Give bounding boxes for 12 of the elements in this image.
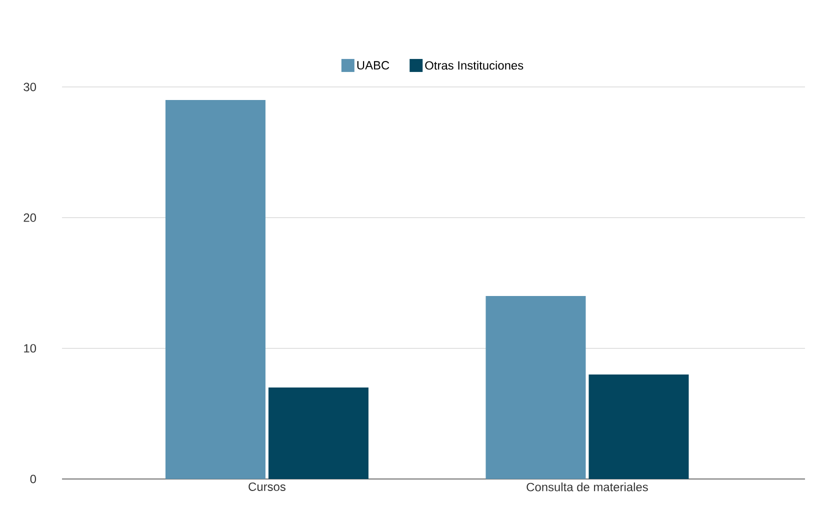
bar — [268, 388, 368, 479]
x-tick-label: Cursos — [248, 482, 286, 491]
legend-label: Otras Instituciones — [425, 60, 524, 70]
y-tick-label: 30 — [24, 82, 36, 92]
y-tick-label: 10 — [24, 344, 36, 353]
y-tick-label: 0 — [30, 474, 36, 484]
bar — [588, 374, 689, 479]
x-tick-label: Consulta de materiales — [526, 482, 648, 492]
bar — [486, 296, 586, 479]
y-tick-label: 20 — [24, 213, 36, 222]
bar — [165, 100, 266, 479]
legend-label: UABC — [357, 61, 390, 70]
